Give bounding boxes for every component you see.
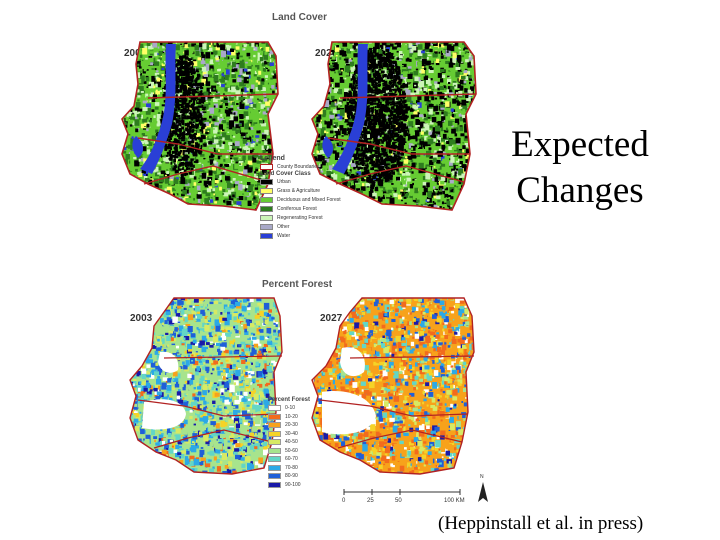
land-cover-class-label: Regenerating Forest (277, 214, 323, 221)
land-cover-class-swatch (260, 205, 273, 212)
percent-forest-class-row: 30-40 (268, 430, 310, 439)
title-line-1: Expected (511, 124, 649, 165)
percent-forest-legend: Percent Forest 0-10 10-20 20-30 30-40 40-50 5… (268, 397, 310, 489)
percent-forest-year-left: 2003 (130, 313, 153, 324)
legend-class-title: Land Cover Class (260, 171, 311, 177)
land-cover-class-row: Urban (260, 177, 341, 186)
slide-title: Expected Changes (492, 122, 668, 214)
land-cover-class-row: Regenerating Forest (260, 213, 341, 222)
land-cover-class-label: Urban (277, 178, 291, 185)
land-cover-class-label: Other (277, 223, 290, 230)
land-cover-year-right: 2027 (315, 48, 338, 59)
percent-forest-class-swatch (268, 481, 281, 488)
scale-tick-25: 25 (367, 498, 374, 504)
percent-forest-class-row: 60-70 (268, 455, 310, 464)
percent-forest-map-2003 (124, 292, 292, 482)
land-cover-legend: Legend County Boundaries Land Cover Clas… (260, 155, 341, 240)
percent-forest-class-label: 0-10 (285, 405, 296, 412)
percent-forest-class-row: 10-20 (268, 413, 310, 422)
percent-forest-class-swatch (268, 413, 281, 420)
scale-tick-0: 0 (342, 498, 346, 504)
percent-forest-class-row: 0-10 (268, 404, 310, 413)
percent-forest-class-swatch (268, 439, 281, 446)
percent-forest-class-label: 20-30 (285, 422, 298, 429)
percent-forest-class-row: 90-100 (268, 481, 310, 490)
land-cover-class-row: Other (260, 222, 341, 231)
percent-forest-class-label: 10-20 (285, 413, 298, 420)
percent-forest-class-label: 30-40 (285, 430, 298, 437)
land-cover-class-label: Grass & Agriculture (277, 187, 321, 194)
percent-forest-class-row: 50-60 (268, 447, 310, 456)
percent-forest-class-swatch (268, 405, 281, 412)
land-cover-class-swatch (260, 214, 273, 221)
percent-forest-heading: Percent Forest (262, 279, 333, 290)
percent-forest-class-swatch (268, 456, 281, 463)
percent-forest-class-row: 40-50 (268, 438, 310, 447)
land-cover-year-left: 2003 (124, 48, 147, 59)
percent-forest-class-row: 20-30 (268, 421, 310, 430)
land-cover-class-swatch (260, 223, 273, 230)
north-arrow-icon: N (476, 474, 490, 504)
percent-forest-class-swatch (268, 422, 281, 429)
north-label: N (480, 474, 484, 480)
land-cover-class-label: Coniferous Forest (277, 205, 317, 212)
percent-forest-map-2027 (306, 292, 486, 482)
percent-forest-class-label: 90-100 (285, 481, 301, 488)
percent-forest-class-swatch (268, 447, 281, 454)
boundary-swatch (260, 163, 273, 170)
land-cover-class-label: Deciduous and Mixed Forest (277, 196, 341, 203)
citation: (Heppinstall et al. in press) (438, 513, 644, 534)
percent-forest-class-label: 80-90 (285, 473, 298, 480)
land-cover-class-row: Coniferous Forest (260, 204, 341, 213)
land-cover-heading: Land Cover (272, 12, 328, 23)
title-line-2: Changes (516, 170, 644, 211)
scale-bar: 0 25 50 100 KM (340, 486, 470, 512)
percent-forest-class-swatch (268, 473, 281, 480)
land-cover-class-row: Water (260, 231, 341, 240)
percent-forest-class-label: 50-60 (285, 447, 298, 454)
land-cover-class-row: Deciduous and Mixed Forest (260, 195, 341, 204)
percent-forest-class-row: 80-90 (268, 472, 310, 481)
percent-forest-class-row: 70-80 (268, 464, 310, 473)
land-cover-class-label: Water (277, 232, 291, 239)
percent-forest-class-swatch (268, 464, 281, 471)
land-cover-class-swatch (260, 196, 273, 203)
percent-forest-year-right: 2027 (320, 313, 343, 324)
boundary-label: County Boundaries (277, 163, 320, 170)
land-cover-class-swatch (260, 232, 273, 239)
percent-forest-class-label: 70-80 (285, 464, 298, 471)
percent-forest-class-label: 60-70 (285, 456, 298, 463)
legend-title: Legend (260, 155, 285, 162)
scale-tick-50: 50 (395, 498, 402, 504)
legend-boundary-row: County Boundaries (260, 162, 341, 171)
land-cover-class-swatch (260, 178, 273, 185)
scale-tick-100: 100 KM (444, 498, 465, 504)
land-cover-class-swatch (260, 187, 273, 194)
pf-legend-title: Percent Forest (268, 397, 311, 403)
percent-forest-class-swatch (268, 430, 281, 437)
land-cover-map-2027 (308, 34, 484, 216)
percent-forest-class-label: 40-50 (285, 439, 298, 446)
land-cover-class-row: Grass & Agriculture (260, 186, 341, 195)
